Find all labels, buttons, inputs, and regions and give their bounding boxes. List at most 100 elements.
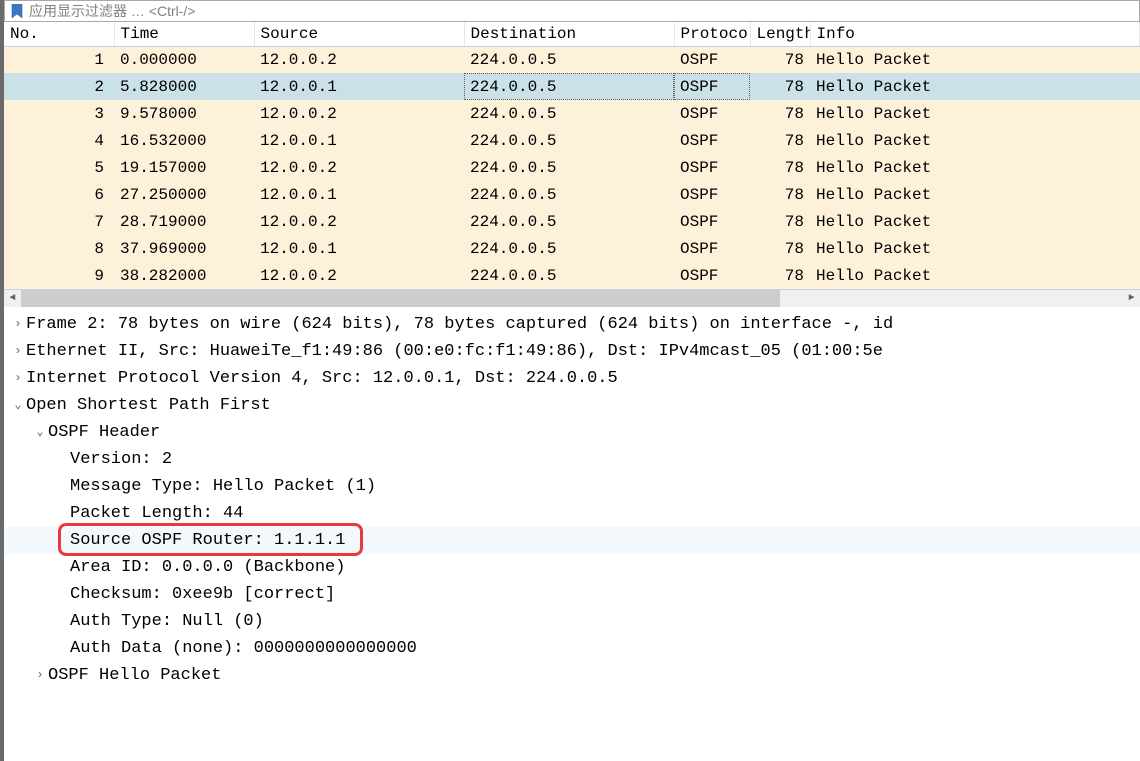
cell-source: 12.0.0.2: [254, 208, 464, 235]
tree-auth-data-label: Auth Data (none): 0000000000000000: [70, 635, 417, 662]
cell-no: 7: [4, 208, 114, 235]
cell-no: 8: [4, 235, 114, 262]
packet-row[interactable]: 39.57800012.0.0.2224.0.0.5OSPF78Hello Pa…: [4, 100, 1140, 127]
cell-source: 12.0.0.1: [254, 235, 464, 262]
packet-row[interactable]: 25.82800012.0.0.1224.0.0.5OSPF78Hello Pa…: [4, 73, 1140, 100]
expand-icon[interactable]: ›: [10, 365, 26, 392]
cell-destination: 224.0.0.5: [464, 262, 674, 289]
cell-source: 12.0.0.2: [254, 46, 464, 73]
column-header-no[interactable]: No.: [4, 22, 114, 46]
cell-time: 5.828000: [114, 73, 254, 100]
cell-time: 38.282000: [114, 262, 254, 289]
tree-src-router[interactable]: › Source OSPF Router: 1.1.1.1: [4, 527, 1140, 554]
cell-info: Hello Packet: [810, 181, 1140, 208]
cell-destination: 224.0.0.5: [464, 154, 674, 181]
packet-row[interactable]: 519.15700012.0.0.2224.0.0.5OSPF78Hello P…: [4, 154, 1140, 181]
tree-ospf-label: Open Shortest Path First: [26, 392, 271, 419]
tree-auth-type-label: Auth Type: Null (0): [70, 608, 264, 635]
scroll-right-icon[interactable]: ►: [1123, 290, 1140, 307]
cell-destination: 224.0.0.5: [464, 181, 674, 208]
packet-row[interactable]: 728.71900012.0.0.2224.0.0.5OSPF78Hello P…: [4, 208, 1140, 235]
bookmark-icon[interactable]: [8, 2, 26, 20]
tree-ethernet[interactable]: › Ethernet II, Src: HuaweiTe_f1:49:86 (0…: [4, 338, 1140, 365]
tree-auth-data[interactable]: › Auth Data (none): 0000000000000000: [4, 635, 1140, 662]
tree-msg-type-label: Message Type: Hello Packet (1): [70, 473, 376, 500]
cell-length: 78: [750, 100, 810, 127]
tree-area-id[interactable]: › Area ID: 0.0.0.0 (Backbone): [4, 554, 1140, 581]
cell-no: 5: [4, 154, 114, 181]
tree-hello-packet-label: OSPF Hello Packet: [48, 662, 221, 689]
tree-ip[interactable]: › Internet Protocol Version 4, Src: 12.0…: [4, 365, 1140, 392]
cell-info: Hello Packet: [810, 262, 1140, 289]
expand-icon[interactable]: ›: [10, 338, 26, 365]
cell-length: 78: [750, 181, 810, 208]
cell-source: 12.0.0.2: [254, 262, 464, 289]
tree-hello-packet[interactable]: › OSPF Hello Packet: [4, 662, 1140, 689]
column-header-destination[interactable]: Destination: [464, 22, 674, 46]
cell-time: 9.578000: [114, 100, 254, 127]
cell-time: 28.719000: [114, 208, 254, 235]
tree-auth-type[interactable]: › Auth Type: Null (0): [4, 608, 1140, 635]
packet-row[interactable]: 627.25000012.0.0.1224.0.0.5OSPF78Hello P…: [4, 181, 1140, 208]
tree-version[interactable]: › Version: 2: [4, 446, 1140, 473]
tree-ethernet-label: Ethernet II, Src: HuaweiTe_f1:49:86 (00:…: [26, 338, 883, 365]
cell-destination: 224.0.0.5: [464, 73, 674, 100]
cell-source: 12.0.0.1: [254, 181, 464, 208]
cell-no: 9: [4, 262, 114, 289]
cell-info: Hello Packet: [810, 235, 1140, 262]
tree-ospf-header-label: OSPF Header: [48, 419, 160, 446]
cell-source: 12.0.0.2: [254, 100, 464, 127]
packet-row[interactable]: 416.53200012.0.0.1224.0.0.5OSPF78Hello P…: [4, 127, 1140, 154]
packet-row[interactable]: 837.96900012.0.0.1224.0.0.5OSPF78Hello P…: [4, 235, 1140, 262]
column-header-info[interactable]: Info: [810, 22, 1140, 46]
tree-version-label: Version: 2: [70, 446, 172, 473]
scroll-thumb[interactable]: [21, 290, 780, 307]
cell-destination: 224.0.0.5: [464, 127, 674, 154]
tree-ospf-header[interactable]: ⌄ OSPF Header: [4, 419, 1140, 446]
packet-row[interactable]: 938.28200012.0.0.2224.0.0.5OSPF78Hello P…: [4, 262, 1140, 289]
tree-ospf[interactable]: ⌄ Open Shortest Path First: [4, 392, 1140, 419]
cell-protocol: OSPF: [674, 208, 750, 235]
collapse-icon[interactable]: ⌄: [32, 419, 48, 446]
cell-time: 0.000000: [114, 46, 254, 73]
cell-source: 12.0.0.1: [254, 127, 464, 154]
cell-length: 78: [750, 73, 810, 100]
display-filter-bar[interactable]: 应用显示过滤器 … <Ctrl-/>: [4, 0, 1140, 22]
cell-length: 78: [750, 235, 810, 262]
cell-time: 27.250000: [114, 181, 254, 208]
cell-length: 78: [750, 262, 810, 289]
expand-icon[interactable]: ›: [10, 311, 26, 338]
column-header-time[interactable]: Time: [114, 22, 254, 46]
cell-destination: 224.0.0.5: [464, 100, 674, 127]
cell-info: Hello Packet: [810, 100, 1140, 127]
cell-info: Hello Packet: [810, 154, 1140, 181]
cell-protocol: OSPF: [674, 262, 750, 289]
expand-icon[interactable]: ›: [32, 662, 48, 689]
column-header-protocol[interactable]: Protocol: [674, 22, 750, 46]
tree-checksum[interactable]: › Checksum: 0xee9b [correct]: [4, 581, 1140, 608]
scroll-left-icon[interactable]: ◄: [4, 290, 21, 307]
tree-pkt-len[interactable]: › Packet Length: 44: [4, 500, 1140, 527]
collapse-icon[interactable]: ⌄: [10, 392, 26, 419]
cell-protocol: OSPF: [674, 100, 750, 127]
cell-time: 37.969000: [114, 235, 254, 262]
column-header-source[interactable]: Source: [254, 22, 464, 46]
tree-frame[interactable]: › Frame 2: 78 bytes on wire (624 bits), …: [4, 311, 1140, 338]
cell-protocol: OSPF: [674, 127, 750, 154]
cell-protocol: OSPF: [674, 73, 750, 100]
packet-list-hscrollbar[interactable]: ◄ ►: [4, 289, 1140, 307]
tree-msg-type[interactable]: › Message Type: Hello Packet (1): [4, 473, 1140, 500]
cell-protocol: OSPF: [674, 181, 750, 208]
packet-list-table: No. Time Source Destination Protocol Len…: [4, 22, 1140, 289]
filter-placeholder: 应用显示过滤器 … <Ctrl-/>: [29, 1, 1139, 21]
packet-row[interactable]: 10.00000012.0.0.2224.0.0.5OSPF78Hello Pa…: [4, 46, 1140, 73]
cell-length: 78: [750, 46, 810, 73]
cell-info: Hello Packet: [810, 208, 1140, 235]
column-header-length[interactable]: Length: [750, 22, 810, 46]
tree-frame-label: Frame 2: 78 bytes on wire (624 bits), 78…: [26, 311, 893, 338]
cell-protocol: OSPF: [674, 154, 750, 181]
tree-src-router-label: Source OSPF Router: 1.1.1.1: [70, 527, 345, 554]
cell-destination: 224.0.0.5: [464, 208, 674, 235]
cell-protocol: OSPF: [674, 235, 750, 262]
cell-length: 78: [750, 127, 810, 154]
